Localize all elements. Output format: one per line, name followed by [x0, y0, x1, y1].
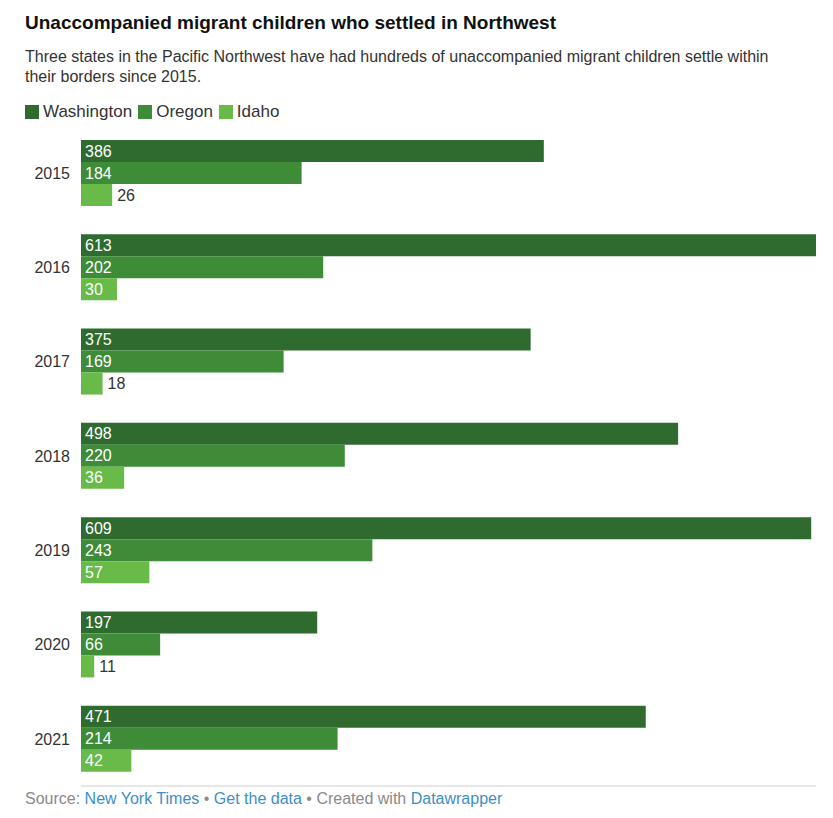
- svg-text:2017: 2017: [34, 353, 70, 370]
- svg-text:2016: 2016: [34, 259, 70, 276]
- svg-text:57: 57: [85, 564, 103, 581]
- svg-text:2021: 2021: [34, 731, 70, 748]
- svg-text:386: 386: [85, 143, 112, 160]
- html-text:Three states in the Pacific No: Three states in the Pacific Northwest ha…: [25, 48, 769, 85]
- svg-text:184: 184: [85, 165, 112, 182]
- svg-text:243: 243: [85, 542, 112, 559]
- html-text:Unaccompanied migrant children: Unaccompanied migrant children who settl…: [25, 12, 556, 33]
- svg-text:11: 11: [99, 658, 116, 675]
- svg-text:202: 202: [85, 259, 112, 276]
- svg-text:613: 613: [85, 237, 112, 254]
- svg-text:30: 30: [85, 281, 103, 298]
- svg-text:214: 214: [85, 730, 112, 747]
- svg-text:375: 375: [85, 331, 112, 348]
- svg-text:169: 169: [85, 353, 112, 370]
- svg-text:609: 609: [85, 520, 112, 537]
- svg-text:36: 36: [85, 469, 103, 486]
- svg-text:2020: 2020: [34, 636, 70, 653]
- svg-text:2018: 2018: [34, 448, 70, 465]
- svg-text:42: 42: [85, 752, 103, 769]
- html-text:Idaho: Idaho: [236, 102, 280, 121]
- html-text:Source: New York Times • Get t: Source: New York Times • Get the data • …: [25, 790, 503, 807]
- svg-text:66: 66: [85, 636, 103, 653]
- html-text:Oregon: Oregon: [156, 102, 213, 121]
- svg-text:18: 18: [108, 375, 126, 392]
- svg-text:220: 220: [85, 447, 112, 464]
- svg-text:471: 471: [85, 708, 112, 725]
- svg-text:26: 26: [117, 187, 135, 204]
- svg-text:2019: 2019: [34, 542, 70, 559]
- svg-text:498: 498: [85, 425, 112, 442]
- svg-text:197: 197: [85, 614, 112, 631]
- svg-text:2015: 2015: [34, 165, 70, 182]
- html-text:Washington: Washington: [43, 102, 133, 121]
